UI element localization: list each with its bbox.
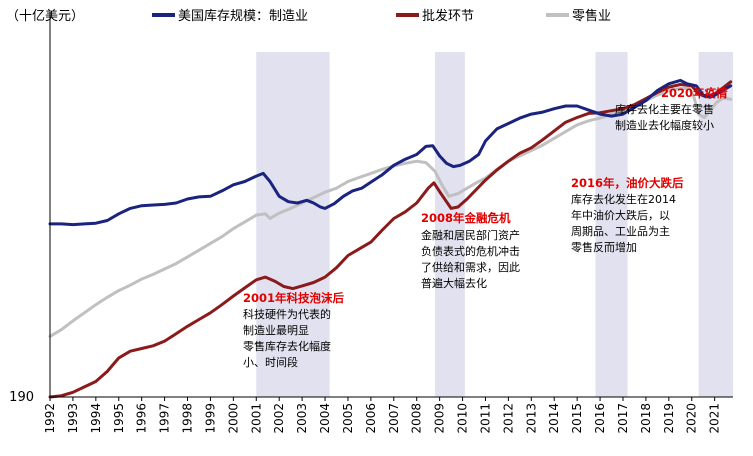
annotation-2008-line: 负债表式的危机冲击	[421, 244, 520, 258]
x-tick-label: 1994	[89, 403, 103, 434]
x-tick-label: 2009	[433, 403, 447, 434]
legend-label-manufacturing: 美国库存规模：制造业	[178, 8, 308, 24]
shaded-period-0	[256, 52, 330, 397]
annotation-2001-line: 零售库存去化幅度	[243, 339, 331, 353]
x-tick-label: 2015	[570, 403, 584, 434]
annotation-2016: 2016年，油价大跌后 库存去化发生在2014 年中油价大跌后，以 周期品、工业…	[571, 176, 684, 254]
x-tick-label: 2013	[524, 403, 538, 434]
x-tick-label: 2019	[662, 403, 676, 434]
shaded-period-1	[435, 52, 465, 397]
annotation-2008-line: 金融和居民部门资产	[421, 228, 520, 242]
shaded-period-3	[698, 52, 733, 397]
annotation-2001-line: 制造业最明显	[243, 323, 309, 337]
annotation-2001: 2001年科技泡沫后 科技硬件为代表的 制造业最明显 零售库存去化幅度 小、时间…	[243, 291, 345, 369]
x-tick-label: 2016	[593, 403, 607, 434]
annotation-2001-title: 2001年科技泡沫后	[243, 291, 345, 305]
series-lines	[48, 78, 733, 399]
x-tick-label: 1998	[181, 403, 195, 434]
x-tick-label: 2006	[364, 403, 378, 434]
annotation-2016-line: 年中油价大跌后，以	[571, 208, 670, 222]
x-tick-label: 2001	[249, 403, 263, 434]
x-tick-label: 2018	[639, 403, 653, 434]
x-tick-label: 2021	[708, 403, 722, 434]
annotation-2016-line: 周期品、工业品为主	[571, 225, 670, 238]
x-tick-label: 2008	[410, 403, 424, 434]
x-tick-label: 2003	[295, 403, 309, 434]
x-tick-label: 1995	[112, 403, 126, 434]
x-tick-label: 2004	[318, 403, 332, 434]
x-tick-label: 1993	[66, 403, 80, 434]
x-tick-label: 1992	[43, 403, 57, 434]
x-tick-label: 2011	[478, 403, 492, 434]
x-tick-label: 2012	[501, 403, 515, 434]
x-tick-label: 2010	[456, 403, 470, 434]
annotation-2016-line: 零售反而增加	[571, 240, 637, 254]
legend: 美国库存规模：制造业 批发环节 零售业	[152, 8, 611, 24]
series-line-0	[48, 78, 733, 227]
x-tick-label: 1999	[203, 403, 217, 434]
x-axis-ticks: 1992 1993 1994 1995 1996 1997 1998 1999 2000 2001…	[43, 397, 722, 434]
annotation-2008-title: 2008年金融危机	[421, 211, 511, 225]
annotation-2020: 2020年疫情 库存去化主要在零售 制造业去化幅度较小	[615, 86, 728, 132]
annotation-2008-line: 普遍大幅去化	[421, 276, 487, 290]
series-line-1	[48, 80, 733, 399]
unit-label: （十亿美元）	[6, 9, 84, 24]
annotation-2020-title: 2020年疫情	[661, 86, 728, 100]
x-tick-label: 2000	[226, 403, 240, 434]
x-tick-label: 1996	[135, 403, 149, 434]
legend-label-retail: 零售业	[572, 8, 611, 24]
annotation-2008-line: 了供给和需求，因此	[421, 260, 520, 274]
annotation-2001-line: 科技硬件为代表的	[243, 307, 331, 321]
x-tick-label: 2005	[341, 403, 355, 434]
annotation-2008: 2008年金融危机 金融和居民部门资产 负债表式的危机冲击 了供给和需求，因此 …	[421, 211, 520, 290]
y-tick-label: 190	[9, 390, 34, 405]
x-tick-label: 2014	[547, 403, 561, 434]
annotation-2001-line: 小、时间段	[243, 355, 298, 369]
annotation-2016-line: 库存去化发生在2014	[571, 192, 676, 206]
annotation-2020-line: 制造业去化幅度较小	[615, 118, 714, 132]
legend-label-wholesale: 批发环节	[422, 8, 474, 24]
x-tick-label: 2002	[272, 403, 286, 434]
annotation-2016-title: 2016年，油价大跌后	[571, 176, 684, 190]
y-axis-ticks: 190	[9, 390, 34, 405]
x-tick-label: 2007	[387, 403, 401, 434]
shaded-periods	[256, 52, 733, 397]
x-tick-label: 1997	[158, 403, 172, 434]
annotation-2020-line: 库存去化主要在零售	[615, 102, 714, 116]
x-tick-label: 2017	[616, 403, 630, 434]
x-tick-label: 2020	[685, 403, 699, 434]
